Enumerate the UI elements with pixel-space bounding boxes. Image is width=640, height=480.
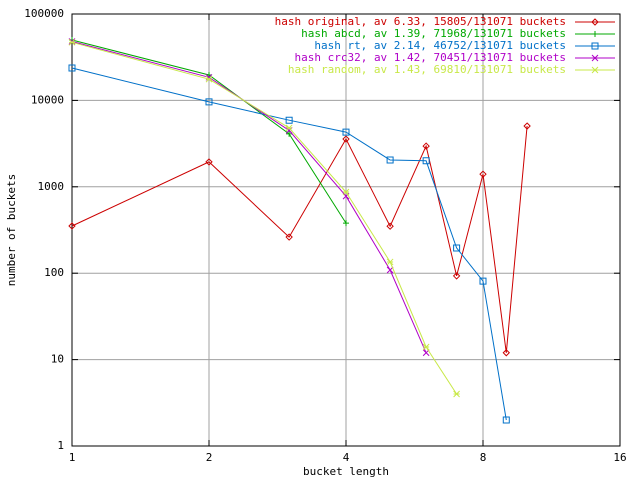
y-tick-label: 10 [51,353,64,366]
point-marker [523,122,531,130]
plot-frame [71,13,621,447]
point-marker [502,416,510,424]
legend-label: hash abcd, av 1.39, 71968/131071 buckets [301,27,566,40]
point-marker [205,158,213,166]
y-axis-label: number of buckets [5,174,18,287]
legend-label: hash rt, av 2.14, 46752/131071 buckets [314,39,566,52]
point-marker [285,116,293,124]
point-marker [422,343,430,351]
point-marker [342,128,350,136]
y-tick-label: 100000 [24,7,64,20]
y-tick-label: 100 [44,266,64,279]
point-marker [68,38,76,46]
series-line [71,39,347,224]
point-marker [386,222,394,230]
point-marker [68,222,76,230]
x-tick-label: 16 [613,451,626,464]
x-tick-label: 4 [343,451,350,464]
x-tick-label: 1 [69,451,76,464]
series-line [71,41,427,353]
point-marker [386,156,394,164]
point-marker [502,349,510,357]
point-marker [205,98,213,106]
point-marker [285,233,293,241]
point-marker [591,18,599,26]
point-marker [422,157,430,165]
point-marker [479,170,487,178]
point-marker [591,54,599,62]
point-marker [343,220,349,227]
legend-label: hash crc32, av 1.42, 70451/131071 bucket… [294,51,566,64]
point-marker [285,124,293,132]
series-line [71,125,528,353]
point-marker [205,75,213,83]
point-marker [386,258,394,266]
legend-label: hash original, av 6.33, 15805/131071 buc… [275,15,566,28]
point-marker [68,64,76,72]
x-tick-label: 8 [480,451,487,464]
x-axis-label: bucket length [303,465,389,478]
legend-label: hash random, av 1.43, 69810/131071 bucke… [288,63,566,76]
y-tick-label: 10000 [31,93,64,106]
point-marker [479,277,487,285]
point-marker [453,390,460,398]
point-marker [592,31,598,37]
point-marker [591,66,599,74]
point-marker [591,42,599,50]
point-marker [452,272,461,280]
point-marker [422,142,430,150]
point-marker [386,266,394,274]
point-marker [453,244,461,252]
y-tick-label: 1000 [38,180,65,193]
y-tick-label: 1 [57,439,64,452]
point-marker [68,38,76,45]
point-marker [342,135,350,143]
series-line [71,67,507,421]
x-tick-label: 2 [206,451,213,464]
point-marker [286,130,293,137]
point-marker [342,188,350,196]
